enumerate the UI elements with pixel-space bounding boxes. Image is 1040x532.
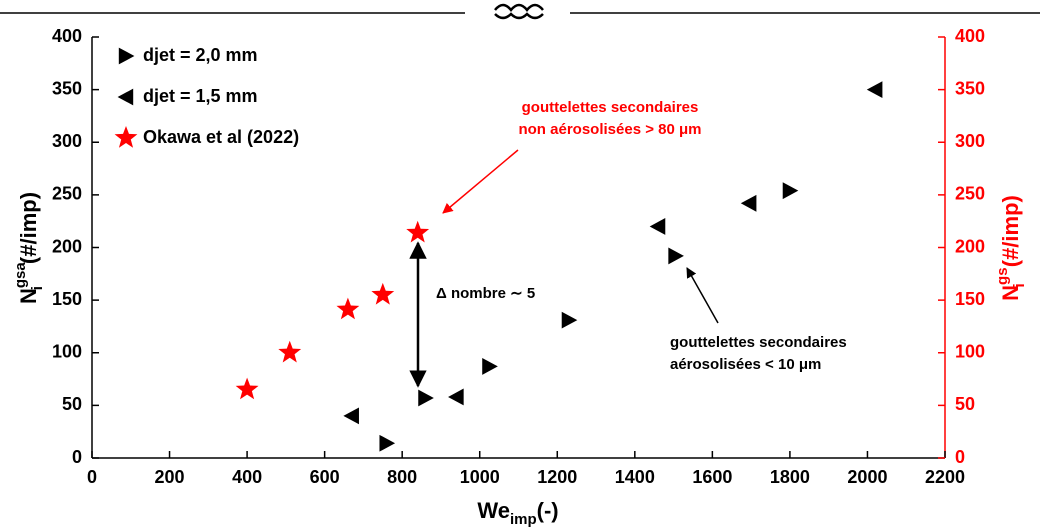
label-base: N [998,285,1023,301]
data-point [782,182,799,200]
x-tick-label: 1000 [460,467,500,487]
x-tick-label: 600 [310,467,340,487]
x-tick-label: 800 [387,467,417,487]
data-point [561,311,578,329]
label-sub: i [1011,283,1028,287]
x-tick-label: 0 [87,467,97,487]
annotation: non aérosolisées > 80 μm [518,121,701,138]
label-sub: imp [510,511,537,528]
data-point [343,407,359,425]
data-point [649,218,666,235]
y2-tick-label: 250 [955,184,985,204]
annotation: gouttelettes secondaires [522,99,699,116]
x-tick-label: 1400 [615,467,655,487]
label-unit: (#/imp) [16,192,41,264]
y2-tick-label: 0 [955,447,965,467]
label-sub: i [29,286,46,290]
annotation: gouttelettes secondaires [670,334,847,351]
y-tick-label: 150 [52,289,82,309]
data-point [482,358,498,375]
data-point [668,247,684,265]
y-tick-label: 350 [52,78,82,98]
y2-tick-label: 300 [955,131,985,151]
y2-tick-label: 50 [955,394,975,414]
top-ornament [0,3,1040,20]
x-tick-label: 200 [155,467,185,487]
label-unit: (#/imp) [998,195,1023,267]
legend-marker [117,88,134,106]
y2-tick-label: 350 [955,78,985,98]
label-base: N [16,288,41,304]
y2-tick-label: 400 [955,26,985,46]
data-point [740,194,757,212]
label-base: We [477,498,510,523]
legend-label: Okawa et al (2022) [143,127,299,147]
label-unit: (-) [537,498,559,523]
y2-tick-label: 100 [955,342,985,362]
x-tick-label: 2200 [925,467,965,487]
y-tick-label: 300 [52,131,82,151]
legend-marker [118,47,135,65]
label-sup: gs [994,267,1011,285]
y-tick-label: 100 [52,342,82,362]
label-sup: gsa [12,262,29,289]
x-tick-label: 2000 [847,467,887,487]
y2-tick-label: 200 [955,236,985,256]
data-point [448,388,464,406]
annotation: aérosolisées < 10 μm [670,356,821,373]
x-tick-label: 1800 [770,467,810,487]
y-tick-label: 250 [52,184,82,204]
data-point [336,297,360,320]
x-tick-label: 1200 [537,467,577,487]
y-tick-label: 200 [52,236,82,256]
x-tick-label: 400 [232,467,262,487]
data-point [406,220,430,243]
data-point [235,377,259,400]
y-tick-label: 0 [72,447,82,467]
annotation-arrow [442,149,519,214]
annotation: Δ nombre ∼ 5 [436,285,535,302]
legend-label: djet = 1,5 mm [143,86,258,106]
data-point [278,340,302,363]
legend-label: djet = 2,0 mm [143,45,258,65]
annotation-arrow [686,267,719,324]
data-point [371,282,395,305]
x-tick-label: 1600 [692,467,732,487]
data-point [866,81,883,99]
y-axis-title: Ngsai (#/imp) [12,192,46,304]
y2-axis-title: Ngsi (#/imp) [994,195,1028,301]
y-tick-label: 50 [62,394,82,414]
y2-tick-label: 150 [955,289,985,309]
legend-marker [114,126,138,148]
x-axis-title: Weimp(-) [477,498,558,528]
data-point [418,389,434,407]
data-point [379,434,396,452]
y-tick-label: 400 [52,26,82,46]
